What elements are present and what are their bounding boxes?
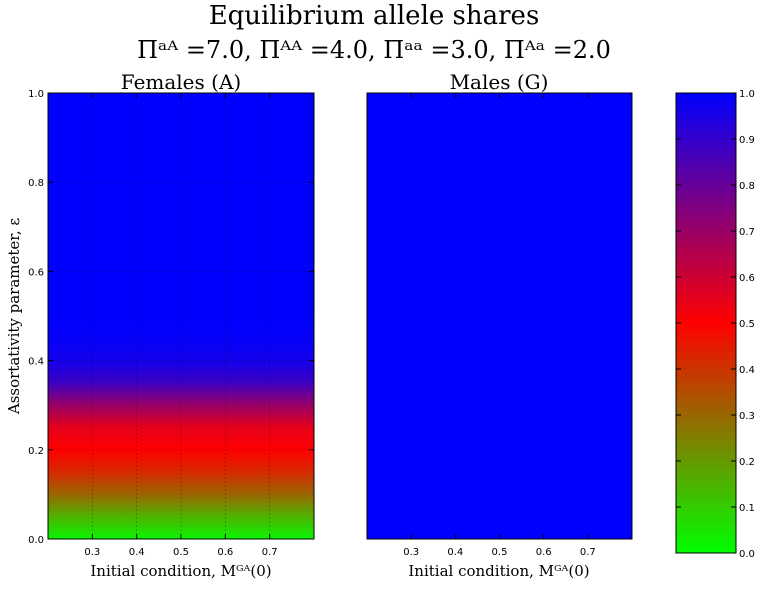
males-heatmap [367,93,632,539]
colorbar-tick-label: 0.0 [739,549,755,560]
males-x-tick-label: 0.3 [403,547,419,558]
colorbar-gradient [676,93,736,553]
colorbar-tick-label: 0.5 [739,319,755,330]
females-y-ticks: 0.0 0.2 0.4 0.6 0.8 1.0 [28,89,314,546]
males-x-tick-label: 0.5 [492,547,508,558]
colorbar-tick-label: 0.9 [739,135,755,146]
colorbar: 0.0 0.1 0.2 0.3 0.4 0.5 0.6 0.7 0.8 0.9 1.0 [675,89,755,560]
males-panel-title: Males (G) [450,70,549,94]
males-x-ticks: 0.3 0.4 0.5 0.6 0.7 [403,93,596,558]
colorbar-tick-label: 1.0 [739,89,755,100]
figure-subtitle: Πᵃᴬ =7.0, Πᴬᴬ =4.0, Πᵃᵃ =3.0, Πᴬᵃ =2.0 [137,36,611,64]
females-x-ticks: 0.3 0.4 0.5 0.6 0.7 [84,93,278,558]
females-panel: Females (A) 0.3 0.4 0.5 0.6 0.7 0.0 0.2 0.4 0.6… [5,70,315,580]
females-grid [48,93,314,539]
females-y-tick-label: 0.0 [28,535,44,546]
females-x-tick-label: 0.4 [129,547,145,558]
females-y-tick-label: 1.0 [28,89,44,100]
males-x-tick-label: 0.6 [536,547,552,558]
females-x-axis-label: Initial condition, Mᴳᴬ(0) [90,562,271,580]
females-y-tick-label: 0.2 [28,446,44,457]
males-x-tick-label: 0.4 [447,547,463,558]
figure-title: Equilibrium allele shares [209,1,540,31]
females-panel-title: Females (A) [121,70,241,94]
females-x-tick-label: 0.7 [262,547,278,558]
females-heatmap [48,93,314,539]
females-y-tick-label: 0.8 [28,178,44,189]
colorbar-tick-label: 0.8 [739,181,755,192]
colorbar-tick-label: 0.4 [739,365,755,376]
colorbar-tick-label: 0.7 [739,227,755,238]
females-y-tick-label: 0.6 [28,267,44,278]
females-x-tick-label: 0.5 [173,547,189,558]
females-x-tick-label: 0.3 [84,547,100,558]
males-x-tick-label: 0.7 [580,547,596,558]
y-axis-label: Assortativity parameter, ε [5,218,23,415]
males-x-axis-label: Initial condition, Mᴳᴬ(0) [408,562,589,580]
colorbar-ticks: 0.0 0.1 0.2 0.3 0.4 0.5 0.6 0.7 0.8 0.9 1.0 [676,89,755,560]
females-y-tick-label: 0.4 [28,357,44,368]
colorbar-tick-label: 0.1 [739,503,755,514]
colorbar-tick-label: 0.3 [739,411,755,422]
colorbar-tick-label: 0.6 [739,273,755,284]
males-panel: Males (G) 0.3 0.4 0.5 0.6 0.7 Initial condit… [366,70,633,580]
colorbar-tick-label: 0.2 [739,457,755,468]
females-x-tick-label: 0.6 [217,547,233,558]
